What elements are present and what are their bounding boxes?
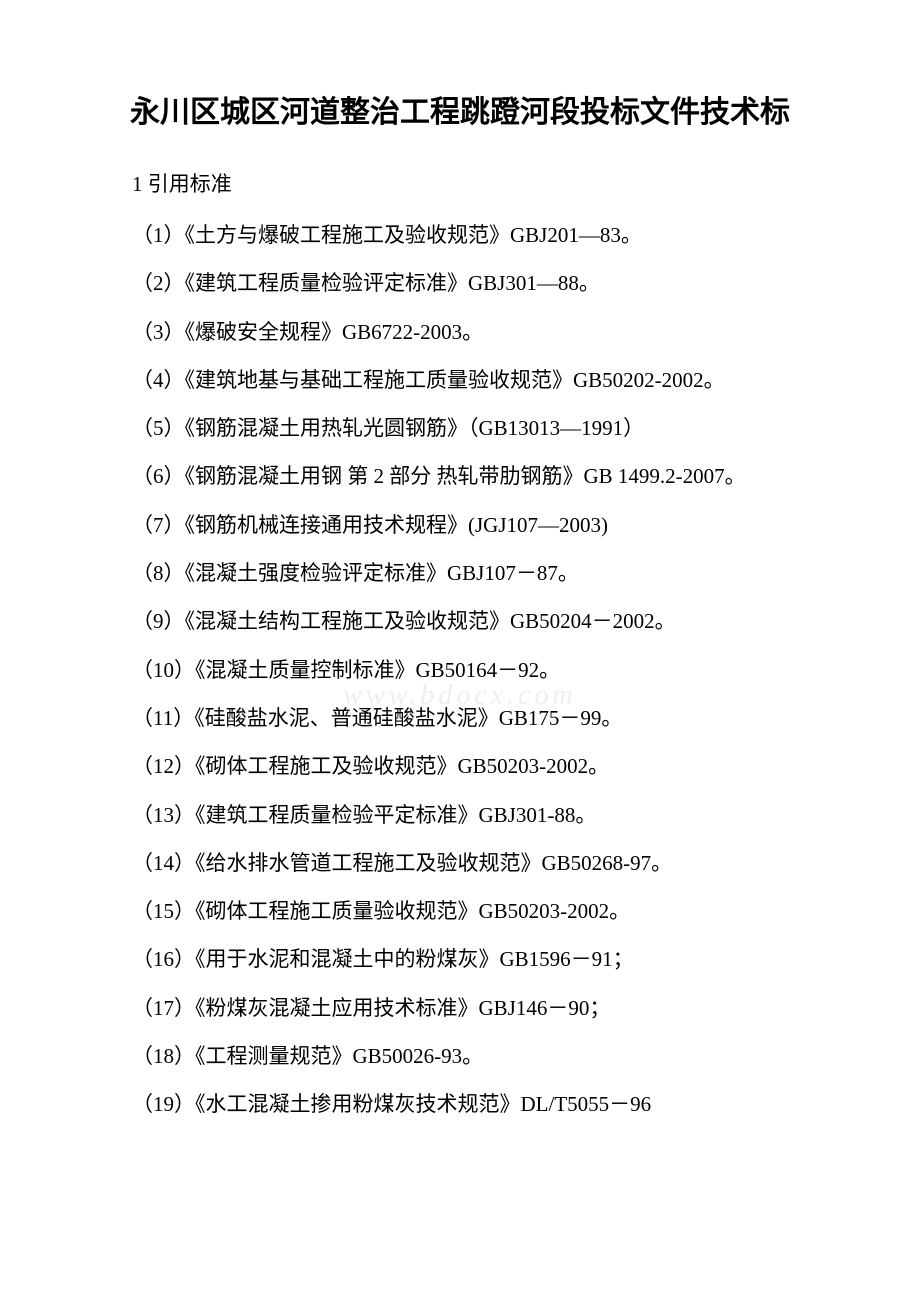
document-title: 永川区城区河道整治工程跳蹬河段投标文件技术标	[90, 90, 830, 135]
list-item: （9）《混凝土结构工程施工及验收规范》GB50204－2002。	[90, 597, 830, 645]
list-item: （18）《工程测量规范》GB50026-93。	[90, 1032, 830, 1080]
list-item: （1）《土方与爆破工程施工及验收规范》GBJ201—83。	[90, 211, 830, 259]
list-item: （6）《钢筋混凝土用钢 第 2 部分 热轧带肋钢筋》GB 1499.2-2007…	[90, 452, 830, 500]
list-item: （17）《粉煤灰混凝土应用技术标准》GBJ146－90；	[90, 984, 830, 1032]
standards-list: （1）《土方与爆破工程施工及验收规范》GBJ201—83。 （2）《建筑工程质量…	[90, 211, 830, 1129]
section-heading: 1 引用标准	[90, 163, 830, 205]
list-item: （16）《用于水泥和混凝土中的粉煤灰》GB1596－91；	[90, 935, 830, 983]
list-item: （11）《硅酸盐水泥、普通硅酸盐水泥》GB175－99。	[90, 694, 830, 742]
list-item: （4）《建筑地基与基础工程施工质量验收规范》GB50202-2002。	[90, 356, 830, 404]
list-item: （5）《钢筋混凝土用热轧光圆钢筋》（GB13013—1991）	[90, 404, 830, 452]
list-item: （10）《混凝土质量控制标准》GB50164－92。	[90, 646, 830, 694]
list-item: （2）《建筑工程质量检验评定标准》GBJ301—88。	[90, 259, 830, 307]
list-item: （7）《钢筋机械连接通用技术规程》(JGJ107—2003)	[90, 501, 830, 549]
list-item: （13）《建筑工程质量检验平定标准》GBJ301-88。	[90, 791, 830, 839]
list-item: （8）《混凝土强度检验评定标准》GBJ107－87。	[90, 549, 830, 597]
list-item: （19）《水工混凝土掺用粉煤灰技术规范》DL/T5055－96	[90, 1080, 830, 1128]
list-item: （15）《砌体工程施工质量验收规范》GB50203-2002。	[90, 887, 830, 935]
list-item: （12）《砌体工程施工及验收规范》GB50203-2002。	[90, 742, 830, 790]
list-item: （3）《爆破安全规程》GB6722-2003。	[90, 308, 830, 356]
list-item: （14）《给水排水管道工程施工及验收规范》GB50268-97。	[90, 839, 830, 887]
